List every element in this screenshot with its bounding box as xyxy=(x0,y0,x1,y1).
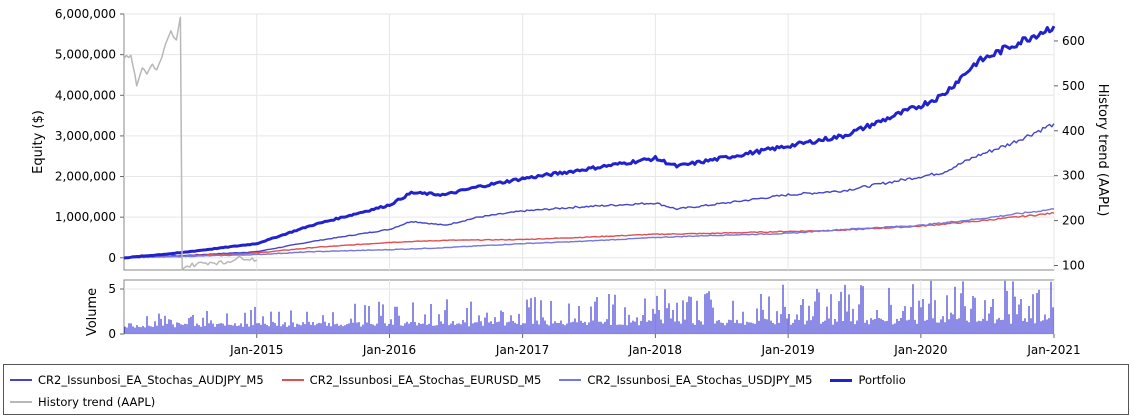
legend-item: Portfolio xyxy=(830,373,906,387)
y-tick-label-left: 3,000,000 xyxy=(55,129,116,143)
legend-swatch xyxy=(10,401,32,403)
x-tick-label: Jan-2020 xyxy=(893,343,947,357)
legend: CR2_Issunbosi_EA_Stochas_AUDJPY_M5 CR2_I… xyxy=(3,364,1129,415)
right-axis-label: History trend (AAPL) xyxy=(1095,84,1110,217)
y-tick-label-left: 5,000,000 xyxy=(55,48,116,62)
legend-swatch xyxy=(10,379,32,381)
series-line xyxy=(123,16,258,271)
y-tick-label-right: 500 xyxy=(1062,79,1085,93)
y-tick-label-right: 100 xyxy=(1062,259,1085,273)
volume-axis-label: Volume xyxy=(85,288,100,336)
x-tick-label: Jan-2016 xyxy=(362,343,416,357)
left-axis-label: Equity ($) xyxy=(31,110,46,174)
legend-swatch xyxy=(830,378,853,382)
x-tick-label: Jan-2019 xyxy=(760,343,814,357)
legend-item: CR2_Issunbosi_EA_Stochas_AUDJPY_M5 xyxy=(10,373,264,387)
legend-label: Portfolio xyxy=(858,373,906,387)
equity-grid xyxy=(124,13,1055,270)
legend-label: CR2_Issunbosi_EA_Stochas_AUDJPY_M5 xyxy=(38,373,264,387)
legend-label: CR2_Issunbosi_EA_Stochas_USDJPY_M5 xyxy=(587,373,813,387)
legend-item: CR2_Issunbosi_EA_Stochas_EURUSD_M5 xyxy=(281,373,542,387)
equity-plot-area xyxy=(123,13,1055,271)
volume-tick-label: 0 xyxy=(108,327,116,341)
series-line xyxy=(123,25,1056,260)
y-tick-label-right: 400 xyxy=(1062,124,1085,138)
x-tick-label: Jan-2018 xyxy=(628,343,682,357)
y-tick-label-left: 2,000,000 xyxy=(55,170,116,184)
right-axis-ticks: 100 200 300 400 500 600 xyxy=(1054,34,1085,273)
series-line xyxy=(123,208,1055,259)
y-tick-label-right: 600 xyxy=(1062,34,1085,48)
y-tick-label-right: 200 xyxy=(1062,214,1085,228)
volume-axis-ticks: 05 xyxy=(108,282,124,341)
x-tick-label: Jan-2021 xyxy=(1026,343,1080,357)
equity-series xyxy=(123,16,1056,271)
legend-item: History trend (AAPL) xyxy=(10,395,155,409)
legend-label: History trend (AAPL) xyxy=(38,395,156,409)
x-tick-label: Jan-2015 xyxy=(229,343,283,357)
y-tick-label-left: 6,000,000 xyxy=(55,7,116,21)
volume-tick-label: 5 xyxy=(108,282,116,296)
y-tick-label-left: 4,000,000 xyxy=(55,88,116,102)
x-tick-label: Jan-2017 xyxy=(495,343,549,357)
legend-swatch xyxy=(559,379,582,381)
legend-item: CR2_Issunbosi_EA_Stochas_USDJPY_M5 xyxy=(559,373,812,387)
y-tick-label-left: 0 xyxy=(108,251,116,265)
volume-bars xyxy=(124,280,1054,334)
series-line xyxy=(123,123,1055,259)
y-tick-label-left: 1,000,000 xyxy=(55,210,116,224)
legend-label: CR2_Issunbosi_EA_Stochas_EURUSD_M5 xyxy=(309,373,542,387)
legend-swatch xyxy=(281,379,304,381)
left-axis-ticks: 0 1,000,000 2,000,000 3,000,000 4,000,000 5,0… xyxy=(55,7,124,265)
x-axis-ticks: Jan-2015 Jan-2016 Jan-2017 Jan-2018 Jan-2019… xyxy=(229,334,1081,357)
y-tick-label-right: 300 xyxy=(1062,169,1085,183)
